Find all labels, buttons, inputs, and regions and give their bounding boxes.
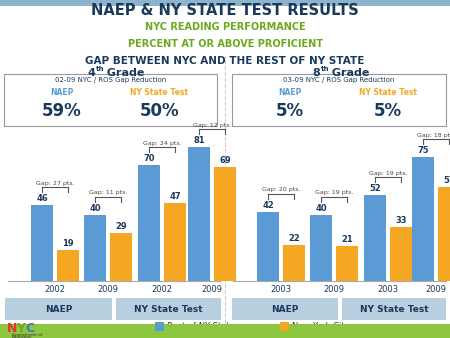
- Text: Gap: 18 pts.: Gap: 18 pts.: [417, 132, 450, 138]
- Text: 21: 21: [341, 235, 353, 244]
- Text: PERCENT AT OR ABOVE PROFICIENT: PERCENT AT OR ABOVE PROFICIENT: [127, 39, 323, 49]
- Text: 4: 4: [87, 68, 95, 78]
- Bar: [0, 324, 450, 338]
- Bar: [364, 195, 386, 281]
- Bar: [412, 157, 434, 281]
- Bar: [0, 0, 450, 6]
- Text: 70: 70: [143, 154, 155, 163]
- Text: 8: 8: [312, 68, 320, 78]
- Text: 2002: 2002: [152, 285, 172, 294]
- Bar: [342, 298, 446, 320]
- Text: Grade: Grade: [103, 68, 144, 78]
- Text: Gap: 19 pts.: Gap: 19 pts.: [369, 171, 407, 176]
- Text: Department of: Department of: [12, 333, 42, 337]
- Text: Gap: 27 pts.: Gap: 27 pts.: [36, 180, 74, 186]
- Bar: [280, 322, 289, 331]
- Text: 2003: 2003: [378, 285, 399, 294]
- Bar: [438, 187, 450, 281]
- Text: Rest of NY State: Rest of NY State: [167, 322, 235, 331]
- Text: Y: Y: [17, 321, 26, 335]
- Text: Gap: 11 pts.: Gap: 11 pts.: [89, 191, 127, 195]
- Text: 2009: 2009: [324, 285, 345, 294]
- Bar: [110, 233, 132, 281]
- Bar: [116, 298, 221, 320]
- Text: Gap: 19 pts.: Gap: 19 pts.: [315, 191, 353, 195]
- Text: NAEP & NY STATE TEST RESULTS: NAEP & NY STATE TEST RESULTS: [91, 3, 359, 18]
- Text: 2002: 2002: [45, 285, 66, 294]
- Bar: [138, 165, 160, 281]
- Text: GAP BETWEEN NYC AND THE REST OF NY STATE: GAP BETWEEN NYC AND THE REST OF NY STATE: [86, 56, 365, 66]
- Text: C: C: [26, 321, 35, 335]
- Text: 5%: 5%: [374, 102, 402, 120]
- Text: Gap: 20 pts.: Gap: 20 pts.: [262, 187, 300, 192]
- Text: N: N: [7, 321, 17, 335]
- Text: 22: 22: [288, 234, 300, 243]
- Bar: [310, 215, 332, 281]
- Text: th: th: [321, 66, 329, 72]
- Text: 50%: 50%: [140, 102, 179, 120]
- Text: Gap: 24 pts.: Gap: 24 pts.: [143, 141, 181, 146]
- Text: 59%: 59%: [42, 102, 81, 120]
- Bar: [188, 147, 210, 281]
- Text: 19: 19: [62, 239, 74, 248]
- Text: 40: 40: [315, 204, 327, 213]
- Text: th: th: [96, 66, 104, 72]
- Text: NY State Test: NY State Test: [360, 305, 428, 314]
- Text: 75: 75: [417, 146, 429, 155]
- Text: 2009: 2009: [426, 285, 446, 294]
- Bar: [257, 212, 279, 281]
- Text: 2003: 2003: [270, 285, 292, 294]
- Bar: [214, 167, 236, 281]
- Text: NY State Test: NY State Test: [130, 88, 189, 97]
- Text: NYC READING PERFORMANCE: NYC READING PERFORMANCE: [144, 22, 306, 32]
- Text: New York City: New York City: [292, 322, 350, 331]
- Bar: [232, 74, 446, 126]
- Text: 2009: 2009: [202, 285, 222, 294]
- Text: NYC READING PERFORMANCE: NYC READING PERFORMANCE: [144, 22, 306, 32]
- Text: PERCENT AT OR ABOVE PROFICIENT: PERCENT AT OR ABOVE PROFICIENT: [127, 39, 323, 49]
- Text: 02-09 NYC / ROS Gap Reduction: 02-09 NYC / ROS Gap Reduction: [55, 77, 166, 83]
- Text: Grade: Grade: [328, 68, 369, 78]
- Text: 69: 69: [219, 156, 231, 165]
- Text: 5%: 5%: [276, 102, 304, 120]
- Text: 33: 33: [395, 216, 407, 224]
- Text: NY State Test: NY State Test: [359, 88, 417, 97]
- Text: NAEP & NY STATE TEST RESULTS: NAEP & NY STATE TEST RESULTS: [91, 3, 359, 18]
- Bar: [164, 203, 186, 281]
- Text: NY State Test: NY State Test: [134, 305, 203, 314]
- Text: NAEP: NAEP: [278, 88, 302, 97]
- Text: Education: Education: [12, 335, 32, 338]
- Text: 57: 57: [443, 176, 450, 185]
- Bar: [390, 226, 412, 281]
- Bar: [84, 215, 106, 281]
- Text: NAEP: NAEP: [50, 88, 73, 97]
- Bar: [155, 322, 164, 331]
- Bar: [57, 250, 79, 281]
- Text: NAEP: NAEP: [45, 305, 72, 314]
- Text: 46: 46: [36, 194, 48, 203]
- Text: 03-09 NYC / ROS Gap Reduction: 03-09 NYC / ROS Gap Reduction: [284, 77, 395, 83]
- Bar: [232, 298, 338, 320]
- Text: 2009: 2009: [98, 285, 118, 294]
- Text: 52: 52: [369, 184, 381, 193]
- Text: 40: 40: [89, 204, 101, 213]
- Text: 47: 47: [169, 192, 181, 201]
- Bar: [5, 298, 112, 320]
- Text: 42: 42: [262, 201, 274, 210]
- Bar: [4, 74, 217, 126]
- Text: 81: 81: [193, 136, 205, 145]
- Bar: [31, 205, 53, 281]
- Text: Gap: 12 pts.: Gap: 12 pts.: [193, 123, 231, 128]
- Bar: [0, 6, 450, 52]
- Bar: [336, 246, 358, 281]
- Text: NAEP: NAEP: [271, 305, 299, 314]
- Bar: [283, 245, 305, 281]
- Text: 29: 29: [115, 222, 127, 231]
